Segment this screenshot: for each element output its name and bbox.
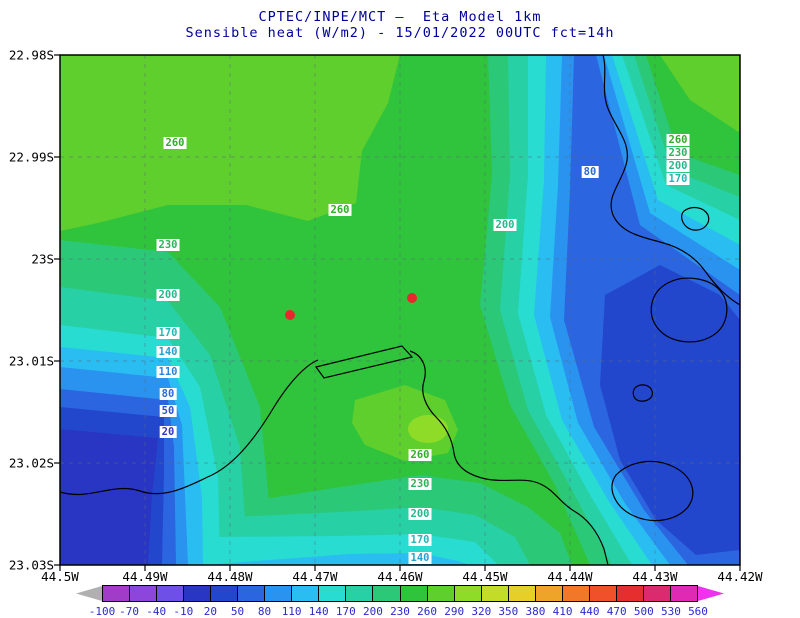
lat-tick-label: 23.02S (8, 455, 54, 471)
lon-tick-label: 44.5W (41, 569, 79, 584)
coastline (59, 54, 741, 566)
colorbar-cell (346, 586, 374, 601)
coastline-northeast (602, 54, 741, 306)
colorbar-tick-label: 440 (579, 605, 600, 618)
lon-tick-label: 44.45W (462, 569, 508, 584)
island-south (611, 460, 694, 522)
fill-ne-230-260 (646, 55, 740, 175)
colorbar-cell (184, 586, 212, 601)
colorbar-tick-label: 140 (308, 605, 329, 618)
colorbar: -100 -70 -40 -10 20 50 80 110 140 170 200 230 260 290… (76, 585, 724, 618)
colorbar-cell (292, 586, 320, 601)
colorbar-tick-label: 380 (525, 605, 546, 618)
fill-sw-20 (60, 429, 158, 565)
lat-tick-label: 22.98S (8, 47, 54, 63)
colorbar-tick-label: 320 (471, 605, 492, 618)
colorbar-cell (616, 586, 644, 601)
chart-subtitle: Sensible heat (W/m2) - 15/01/2022 00UTC … (185, 25, 615, 41)
coastline-west (59, 359, 319, 496)
lat-tick-label: 23.03S (8, 557, 54, 573)
colorbar-cell (562, 586, 590, 601)
colorbar-right-arrow (698, 586, 724, 601)
colorbar-tick-label: 290 (444, 605, 465, 618)
lon-tick-label: 44.44W (547, 569, 593, 584)
coastline-south (409, 350, 609, 566)
colorbar-cell (373, 586, 401, 601)
colorbar-cell (670, 586, 698, 601)
lat-tick-label: 22.99S (8, 149, 54, 165)
colorbar-tick-label: 560 (688, 605, 708, 618)
lon-tick-label: 44.42W (717, 569, 763, 584)
colorbar-cell (211, 586, 239, 601)
colorbar-tick-label: -70 (119, 605, 140, 618)
colorbar-cell (508, 586, 536, 601)
lat-tick-label: 23S (31, 251, 54, 267)
colorbar-cell (535, 586, 563, 601)
colorbar-tick-labels: -100 -70 -40 -10 20 50 80 110 140 170 200 230 260 290… (76, 605, 724, 618)
colorbar-tick-label: -10 (173, 605, 194, 618)
colorbar-tick-label: 80 (257, 605, 272, 618)
colorbar-tick-label: 350 (498, 605, 519, 618)
colorbar-cell (427, 586, 455, 601)
chart-title: CPTEC/INPE/MCT — Eta Model 1km (258, 9, 542, 25)
fill-topleft-260 (60, 55, 400, 231)
colorbar-tick-label: 110 (281, 605, 302, 618)
colorbar-tick-label: 470 (606, 605, 627, 618)
axis-ticks (54, 54, 741, 571)
colorbar-cell (319, 586, 347, 601)
island-large (650, 277, 728, 343)
coastline-spit (314, 345, 414, 379)
contour-map-canvas (54, 54, 741, 571)
colorbar-cell (238, 586, 266, 601)
colorbar-tick-label: 230 (390, 605, 410, 618)
colorbar-tick-label: 410 (552, 605, 573, 618)
colorbar-cell (103, 586, 131, 601)
lon-tick-label: 44.48W (207, 569, 253, 584)
colorbar-cell (265, 586, 293, 601)
island-small-2 (632, 384, 653, 402)
colorbar-cells (102, 585, 698, 602)
colorbar-tick-label: 530 (660, 605, 681, 618)
fill-center-290 (408, 415, 448, 443)
colorbar-cell (130, 586, 158, 601)
island-small-1 (681, 206, 710, 231)
colorbar-tick-label: 500 (633, 605, 654, 618)
fill-ne-260 (660, 55, 740, 133)
lat-tick-label: 23.01S (8, 353, 54, 369)
fill-bottom-140 (203, 553, 470, 565)
colorbar-tick-label: 50 (230, 605, 245, 618)
colorbar-tick-label: -40 (146, 605, 167, 618)
colorbar-cell (157, 586, 185, 601)
fill-ocean-50 (600, 265, 740, 555)
grid-lines (60, 55, 740, 565)
colorbar-cell (481, 586, 509, 601)
colorbar-tick-label: 20 (203, 605, 217, 618)
lon-tick-label: 44.47W (292, 569, 338, 584)
lon-tick-label: 44.49W (122, 569, 168, 584)
colorbar-tick-label: 170 (335, 605, 356, 618)
lon-tick-label: 44.46W (377, 569, 423, 584)
colorbar-tick-label: 260 (417, 605, 438, 618)
colorbar-tick-label: -100 (88, 605, 116, 618)
map-border (59, 54, 741, 566)
colorbar-tick-label: 200 (362, 605, 383, 618)
lon-tick-label: 44.43W (632, 569, 678, 584)
colorbar-bar (76, 585, 724, 602)
map-area: 260 260 230 200 170 140 110 80 50 20 200 80 260 230 20… (54, 54, 741, 571)
colorbar-cell (454, 586, 482, 601)
colorbar-left-arrow (76, 586, 102, 601)
colorbar-cell (589, 586, 617, 601)
colorbar-cell (400, 586, 428, 601)
colorbar-cell (643, 586, 671, 601)
